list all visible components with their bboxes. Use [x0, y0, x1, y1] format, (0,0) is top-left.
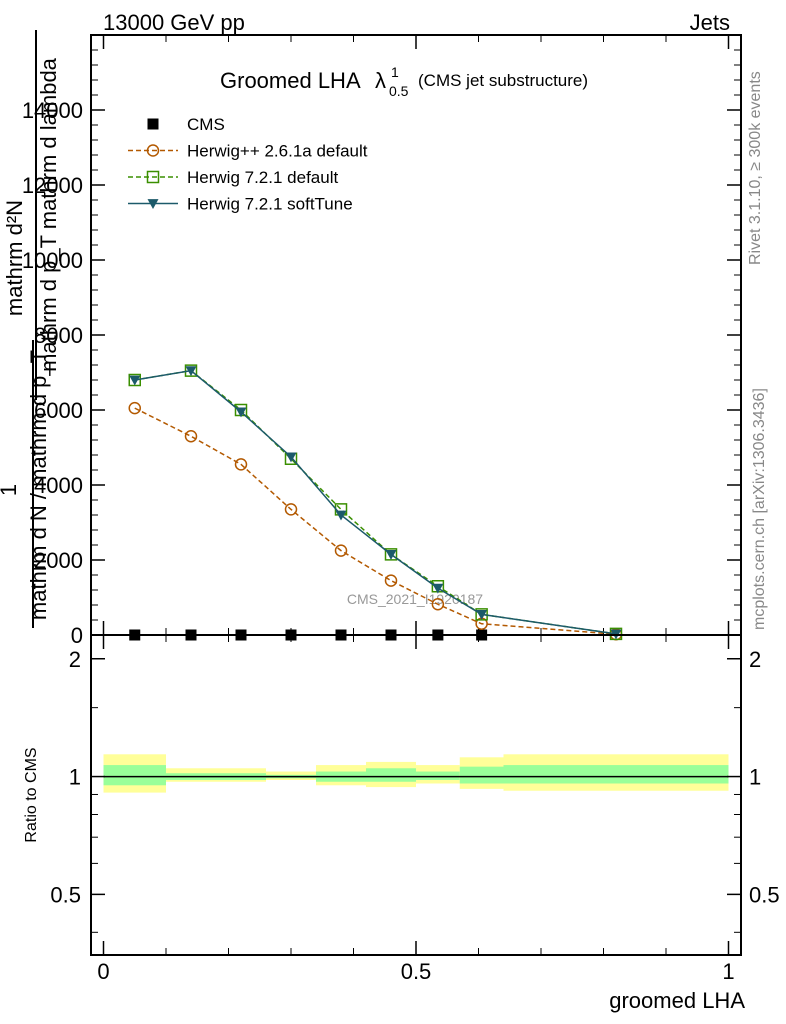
ratio-plot-frame [90, 634, 742, 956]
legend-label: CMS [187, 115, 225, 134]
data-point [184, 430, 198, 443]
main-ytick-label: 2000 [34, 548, 83, 573]
legend-item: CMS [147, 115, 225, 134]
ratio-ytick-label-right: 2 [749, 647, 761, 672]
legend-marker [147, 199, 159, 209]
xtick-label: 0.5 [401, 959, 432, 984]
xtick-label: 0 [97, 959, 109, 984]
ratio-ytick-label: 2 [69, 647, 81, 672]
data-point [129, 375, 141, 386]
xtick-label: 1 [722, 959, 734, 984]
main-axis-ticks: 0 2000 4000 6000 8000 10000 12000 14000 [22, 35, 741, 648]
ylabel-numerator: mathrm d²N [2, 200, 27, 316]
main-ytick-label: 0 [71, 623, 83, 648]
legend-item: Herwig++ 2.6.1a default [128, 142, 368, 161]
title-sub: 0.5 [389, 83, 409, 99]
ratio-ylabel: Ratio to CMS [23, 747, 40, 842]
ratio-axis-ticks: 0.5 0.5 1 1 2 2 0 0.5 1 [50, 635, 780, 984]
legend-marker [146, 170, 160, 184]
series-3 [129, 366, 622, 640]
header-left: 13000 GeV pp [103, 10, 245, 35]
main-ylabel: mathrm d²N mathrm d p_T mathrm d lambda … [0, 30, 61, 628]
ratio-ytick-label: 0.5 [50, 882, 81, 907]
data-point [334, 544, 348, 557]
ylabel-denominator: mathrm d p_T mathrm d lambda [36, 57, 61, 372]
legend-label: Herwig 7.2.1 softTune [187, 195, 353, 214]
data-point [431, 598, 445, 611]
legend-label: Herwig++ 2.6.1a default [187, 142, 368, 161]
legend-marker [147, 118, 159, 130]
ratio-band-inner [503, 765, 729, 784]
data-point [335, 510, 347, 521]
legend-label: Herwig 7.2.1 default [187, 168, 338, 187]
ratio-band-inner [416, 771, 460, 780]
ylabel-prefix-numerator: 1 [0, 484, 21, 496]
mcplots-label: mcplots.cern.ch [arXiv:1306.3436] [751, 388, 768, 630]
main-ytick-label: 10000 [22, 248, 83, 273]
main-ytick-label: 4000 [34, 473, 83, 498]
ratio-ytick-label: 1 [69, 765, 81, 790]
data-point [185, 366, 197, 377]
ratio-band-inner [459, 766, 504, 784]
header-right: Jets [690, 10, 730, 35]
main-title: Groomed LHA λ 1 0.5 (CMS jet substructur… [220, 64, 588, 99]
title-symbol: λ [375, 68, 386, 93]
data-point [235, 407, 247, 418]
data-point [384, 574, 398, 587]
data-point [476, 609, 488, 620]
main-ytick-label: 8000 [34, 323, 83, 348]
data-point [234, 458, 248, 471]
ratio-band-inner [366, 768, 416, 782]
data-point [285, 452, 297, 463]
legend-item: Herwig 7.2.1 default [128, 168, 338, 187]
main-ytick-label: 14000 [22, 98, 83, 123]
title-note: (CMS jet substructure) [418, 71, 588, 90]
ratio-ytick-label-right: 0.5 [749, 882, 780, 907]
main-ytick-label: 12000 [22, 173, 83, 198]
data-point [128, 401, 141, 415]
title-main: Groomed LHA [220, 68, 361, 93]
ratio-bands [103, 754, 729, 793]
legend-marker [146, 144, 160, 157]
main-ytick-label: 6000 [34, 398, 83, 423]
legend: CMS Herwig++ 2.6.1a default Herwig 7.2.1 d… [128, 115, 368, 214]
legend-item: Herwig 7.2.1 softTune [128, 195, 353, 214]
data-point [385, 549, 397, 560]
title-sup: 1 [391, 64, 399, 80]
xlabel: groomed LHA [609, 988, 745, 1013]
ylabel-prefix-denominator: mathrm d N / mathrm d p_T [26, 350, 51, 620]
series-line [134, 407, 617, 635]
rivet-label: Rivet 3.1.10, ≥ 300k events [747, 71, 764, 265]
ratio-band-inner [103, 765, 166, 786]
ratio-ytick-label-right: 1 [749, 765, 761, 790]
data-point [432, 583, 444, 594]
data-point [284, 503, 298, 516]
